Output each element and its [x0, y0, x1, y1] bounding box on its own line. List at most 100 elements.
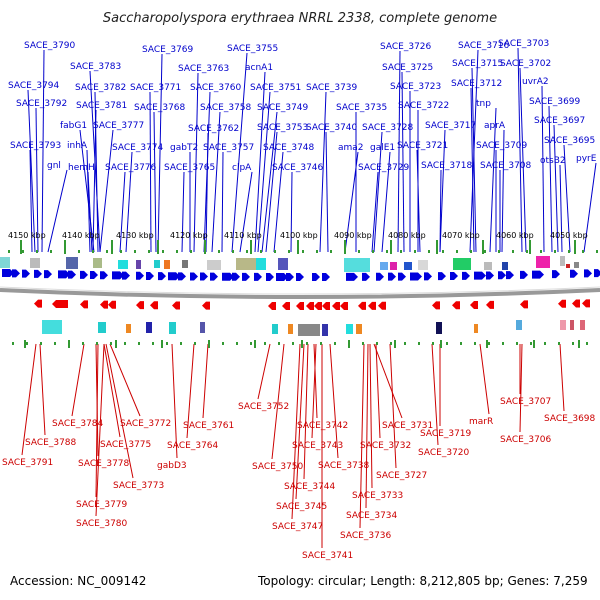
callout-line	[373, 131, 383, 253]
gene-label: marR	[469, 417, 493, 427]
callout-line	[369, 343, 373, 489]
feature-block	[298, 324, 320, 336]
gene-arrow-reverse	[432, 301, 440, 310]
scale-tick	[92, 250, 94, 253]
scale-tick-major	[574, 240, 576, 254]
callout-line	[359, 343, 365, 529]
gene-arrow-forward	[296, 272, 304, 281]
scale-tick-label: 4060 kbp	[496, 231, 534, 240]
gene-arrow-forward	[200, 272, 208, 281]
callout-line	[103, 343, 121, 438]
feature-block	[66, 257, 78, 269]
scale-tick-major	[68, 340, 70, 348]
callout-line	[95, 343, 105, 517]
gene-label: SACE_3722	[398, 101, 449, 111]
scale-tick	[264, 342, 266, 345]
scale-tick-major	[348, 340, 350, 348]
callout-line	[397, 50, 401, 253]
feature-block	[453, 258, 471, 270]
scale-tick-major	[161, 340, 163, 348]
scale-tick	[390, 342, 392, 345]
scale-tick	[278, 342, 280, 345]
scale-tick	[516, 342, 518, 345]
gene-label: SACE_3741	[302, 551, 353, 561]
scale-tick-major	[24, 340, 26, 348]
scale-tick	[176, 250, 178, 253]
gene-arrow-forward	[122, 271, 130, 280]
gene-arrow-reverse	[150, 301, 158, 310]
scale-tick-major	[482, 240, 484, 254]
feature-block	[566, 264, 570, 268]
gene-arrow-forward	[178, 272, 186, 281]
genome-backbone	[0, 288, 600, 299]
gene-label: SACE_3721	[397, 141, 448, 151]
gene-label: SACE_3739	[306, 83, 358, 93]
gene-arrow-forward	[286, 272, 294, 281]
gene-arrow-forward	[168, 272, 180, 281]
scale-tick	[540, 250, 542, 253]
gene-arrow-forward	[266, 272, 274, 281]
scale-tick	[222, 342, 224, 345]
callout-line	[47, 169, 68, 253]
gene-arrow-reverse	[172, 301, 180, 310]
callout-line	[401, 71, 405, 253]
gene-label: SACE_3695	[544, 136, 595, 146]
feature-block	[474, 324, 478, 333]
gene-label: SACE_3707	[500, 397, 551, 407]
scale-tick	[22, 250, 24, 253]
gene-label: SACE_3734	[346, 511, 398, 521]
gene-arrow-reverse	[572, 299, 580, 308]
scale-tick-major	[344, 240, 346, 254]
gene-arrow-forward	[388, 272, 396, 281]
feature-block	[118, 260, 128, 269]
callout-line	[157, 53, 163, 253]
feature-block	[356, 324, 362, 334]
gene-arrow-forward	[346, 272, 358, 281]
feature-block	[146, 322, 152, 333]
gene-arrow-reverse	[136, 301, 144, 310]
scale-tick	[292, 342, 294, 345]
gene-label: SACE_3758	[200, 103, 252, 113]
callout-line	[87, 171, 93, 253]
gene-label: SACE_3697	[534, 116, 585, 126]
callout-line	[149, 91, 152, 253]
feature-block	[272, 324, 278, 334]
feature-block	[570, 320, 574, 330]
scale-tick	[372, 250, 374, 253]
gene-label: SACE_3794	[8, 81, 60, 91]
scale-tick	[586, 342, 588, 345]
gene-label: SACE_3784	[52, 419, 104, 429]
gene-label: SACE_3780	[76, 519, 128, 529]
scale-tick	[460, 342, 462, 345]
gene-arrow-forward	[362, 272, 370, 281]
scale-tick	[302, 250, 304, 253]
scale-tick	[306, 342, 308, 345]
scale-tick	[162, 250, 164, 253]
gene-label: gnl	[47, 161, 61, 171]
callout-line	[153, 111, 157, 253]
gene-arrow-forward	[136, 271, 144, 280]
gene-label: SACE_3788	[25, 438, 77, 448]
feature-block	[154, 260, 160, 268]
scale-tick-major	[64, 240, 66, 254]
scale-tick	[386, 250, 388, 253]
feature-block	[169, 322, 176, 334]
scale-ticks: 4150 kbp 4140 kbp 4130 kbp 4120 kbp 4110 kbp…	[8, 231, 598, 348]
gene-label: SACE_3716	[458, 41, 510, 51]
feature-block	[346, 324, 353, 334]
callout-line	[221, 151, 224, 253]
callout-line	[471, 67, 477, 253]
gene-arrow-reverse	[520, 300, 528, 309]
gene-arrow-forward	[22, 269, 30, 278]
callout-line	[470, 87, 475, 253]
callout-line	[541, 85, 545, 253]
callout-line	[202, 343, 209, 419]
gene-arrow-reverse	[582, 299, 590, 308]
gene-label: SACE_3733	[352, 491, 403, 501]
callout-line	[313, 343, 318, 419]
feature-block	[322, 324, 328, 336]
scale-tick	[152, 342, 154, 345]
feature-block	[136, 260, 141, 269]
callout-line	[193, 72, 199, 253]
